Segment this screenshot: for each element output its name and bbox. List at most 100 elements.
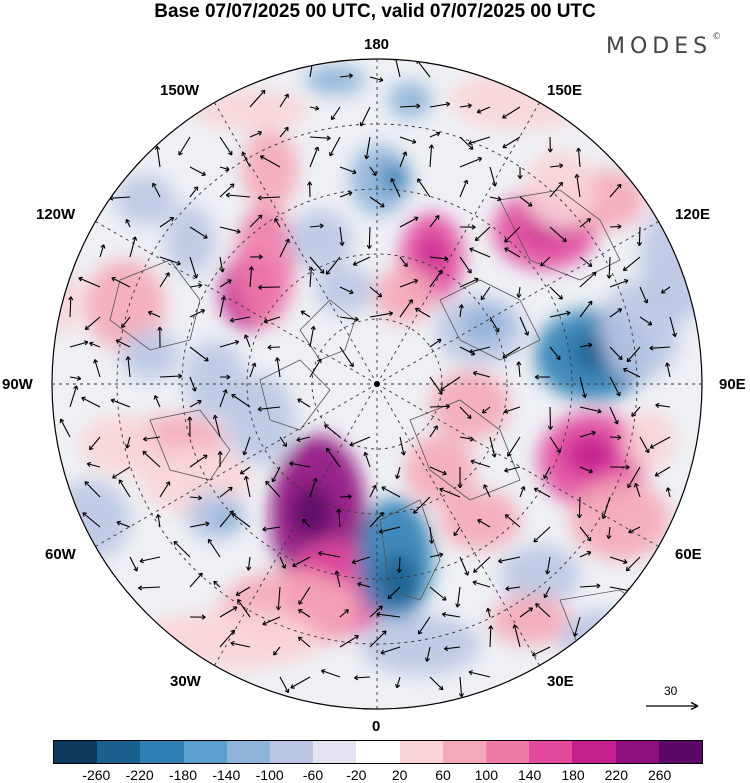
wind-vector-shaft	[608, 256, 611, 279]
wind-vector-head	[576, 514, 583, 519]
wind-vector-shaft	[237, 599, 251, 618]
wind-vector-shaft	[189, 572, 203, 588]
wind-vector-shaft	[639, 316, 653, 326]
anomaly-region	[461, 307, 509, 343]
wind-vector-head	[148, 310, 153, 316]
wind-vector-shaft	[579, 344, 592, 348]
wind-vector-shaft	[271, 466, 281, 483]
wind-vector-head	[165, 481, 171, 486]
wind-vector-shaft	[609, 184, 622, 198]
wind-vector-head	[314, 146, 320, 152]
wind-vector-head	[581, 393, 587, 398]
wind-vector-head	[498, 558, 503, 564]
wind-vector-head	[591, 430, 596, 436]
wind-vector-head	[556, 448, 561, 453]
wind-vector-head	[625, 566, 631, 572]
wind-vector-head	[296, 436, 301, 443]
wind-vector-shaft	[549, 286, 563, 300]
wind-vector-shaft	[504, 226, 521, 243]
colorbar-swatch-1	[97, 741, 141, 763]
wind-vector-shaft	[549, 164, 563, 168]
wind-vector-head	[110, 398, 116, 404]
wind-vector-shaft	[249, 89, 266, 108]
graticule	[52, 59, 702, 709]
wind-vector-shaft	[513, 624, 521, 648]
wind-vector-head	[413, 216, 419, 222]
wind-vector-head	[468, 670, 473, 676]
wind-vector-head	[424, 657, 430, 662]
wind-vector-shaft	[154, 395, 161, 408]
wind-vector-shaft	[396, 466, 401, 479]
wind-vector-head	[606, 534, 612, 540]
wind-vector-shaft	[279, 126, 289, 138]
lon-label-180: 180	[364, 36, 390, 53]
wind-vector-shaft	[230, 642, 251, 648]
wind-vector-shaft	[339, 191, 353, 198]
wind-vector-head	[395, 474, 401, 479]
wind-vector-head	[497, 196, 502, 202]
wind-vector-shaft	[159, 256, 181, 265]
anomaly-region	[242, 130, 298, 210]
wind-vector-shaft	[213, 580, 221, 588]
wind-vector-shaft	[339, 635, 359, 648]
wind-vector-head	[428, 144, 435, 149]
wind-vector-shaft	[442, 613, 461, 618]
map-boundary	[51, 58, 703, 710]
wind-vector-head	[265, 480, 270, 486]
wind-vector-head	[647, 320, 653, 326]
wind-vector-head	[622, 266, 628, 272]
anomaly-region	[450, 70, 590, 130]
wind-vector-head	[336, 508, 342, 513]
wind-vector-shaft	[324, 424, 341, 438]
wind-vector-head	[193, 274, 199, 279]
wind-vector-shaft	[459, 278, 479, 288]
wind-vector-shaft	[277, 586, 281, 610]
wind-vector-shaft	[579, 218, 591, 228]
coastline	[299, 299, 356, 361]
colorbar-swatch-6	[313, 741, 357, 763]
wind-vector-head	[290, 684, 295, 689]
wind-vector-shaft	[118, 479, 131, 498]
wind-vector-head	[387, 594, 393, 600]
lon-label-30e: 30E	[547, 673, 574, 690]
wind-vector-shaft	[159, 272, 170, 288]
wind-vector-head	[477, 156, 483, 162]
wind-vector-shaft	[628, 526, 641, 533]
wind-vector-shaft	[279, 556, 286, 569]
wind-vector-head	[439, 552, 444, 558]
wind-vector-shaft	[111, 277, 131, 288]
wind-vector-shaft	[84, 316, 101, 330]
wind-vector-head	[466, 414, 472, 420]
wind-vector-head	[395, 683, 401, 689]
wind-vector-head	[354, 675, 359, 681]
wind-vector-head	[237, 598, 242, 604]
wind-vector-shaft	[357, 583, 371, 588]
wind-vector-shaft	[549, 436, 561, 453]
wind-vector-head	[438, 685, 444, 691]
wind-vector-shaft	[274, 218, 281, 228]
wind-vector-shaft	[219, 296, 225, 318]
lon-label-30w: 30W	[170, 673, 201, 690]
wind-vector-shaft	[279, 676, 289, 693]
wind-vector-head	[485, 607, 492, 613]
wind-vector-shaft	[379, 526, 401, 533]
wind-vector-shaft	[429, 425, 438, 438]
wind-vector-shaft	[318, 552, 341, 558]
wind-vector-shaft	[110, 399, 131, 408]
wind-vector-shaft	[649, 346, 671, 349]
wind-vector-shaft	[126, 436, 131, 449]
wind-vector-head	[165, 272, 170, 277]
wind-vector-head	[434, 215, 440, 220]
wind-vector-shaft	[577, 148, 581, 168]
wind-vector-head	[330, 115, 336, 121]
wind-vector-head	[314, 105, 320, 111]
wind-vector-head	[351, 559, 357, 565]
wind-vector-shaft	[369, 485, 377, 498]
wind-vector-shaft	[505, 586, 521, 590]
wind-vector-shaft	[262, 526, 281, 531]
wind-vector-head	[381, 486, 386, 491]
wind-vector-shaft	[189, 284, 202, 288]
wind-vector-head	[82, 512, 87, 517]
wind-vector-head	[471, 224, 476, 230]
wind-vector-head	[464, 571, 470, 576]
